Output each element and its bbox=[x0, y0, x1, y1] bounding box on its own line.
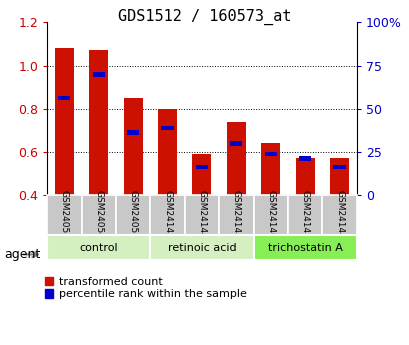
Bar bbox=[116, 195, 150, 235]
Bar bbox=[287, 195, 321, 235]
Bar bbox=[58, 96, 70, 100]
Bar bbox=[150, 235, 253, 260]
Text: control: control bbox=[79, 243, 118, 253]
Bar bbox=[55, 48, 74, 195]
Bar bbox=[192, 154, 211, 195]
Text: trichostatin A: trichostatin A bbox=[267, 243, 342, 253]
Bar bbox=[333, 165, 345, 169]
Text: agent: agent bbox=[4, 248, 40, 261]
Text: GSM24143: GSM24143 bbox=[163, 190, 172, 239]
Bar bbox=[261, 143, 279, 195]
Bar bbox=[127, 130, 139, 135]
Text: GSM24053: GSM24053 bbox=[60, 190, 69, 239]
Text: retinoic acid: retinoic acid bbox=[167, 243, 236, 253]
Bar bbox=[47, 235, 150, 260]
Text: GDS1512 / 160573_at: GDS1512 / 160573_at bbox=[118, 9, 291, 25]
Bar bbox=[161, 126, 173, 130]
Bar bbox=[321, 195, 356, 235]
Bar bbox=[253, 235, 356, 260]
Bar bbox=[229, 141, 242, 146]
Bar bbox=[253, 195, 287, 235]
Text: GSM24148: GSM24148 bbox=[334, 190, 343, 239]
Bar bbox=[218, 195, 253, 235]
Text: GSM24144: GSM24144 bbox=[197, 190, 206, 239]
Text: GSM24145: GSM24145 bbox=[231, 190, 240, 239]
Bar bbox=[81, 195, 116, 235]
Bar bbox=[184, 195, 218, 235]
Legend: transformed count, percentile rank within the sample: transformed count, percentile rank withi… bbox=[45, 277, 246, 299]
Bar bbox=[295, 158, 314, 195]
Bar bbox=[92, 72, 105, 77]
Bar bbox=[226, 121, 245, 195]
Text: GSM24146: GSM24146 bbox=[265, 190, 274, 239]
Bar bbox=[264, 151, 276, 156]
Bar bbox=[329, 158, 348, 195]
Bar bbox=[158, 109, 177, 195]
Bar bbox=[47, 195, 81, 235]
Bar bbox=[196, 165, 207, 169]
Text: GSM24055: GSM24055 bbox=[128, 190, 137, 239]
Text: GSM24147: GSM24147 bbox=[300, 190, 309, 239]
Bar bbox=[89, 50, 108, 195]
Bar bbox=[298, 156, 310, 161]
Bar bbox=[150, 195, 184, 235]
Text: GSM24054: GSM24054 bbox=[94, 190, 103, 239]
Bar bbox=[124, 98, 142, 195]
